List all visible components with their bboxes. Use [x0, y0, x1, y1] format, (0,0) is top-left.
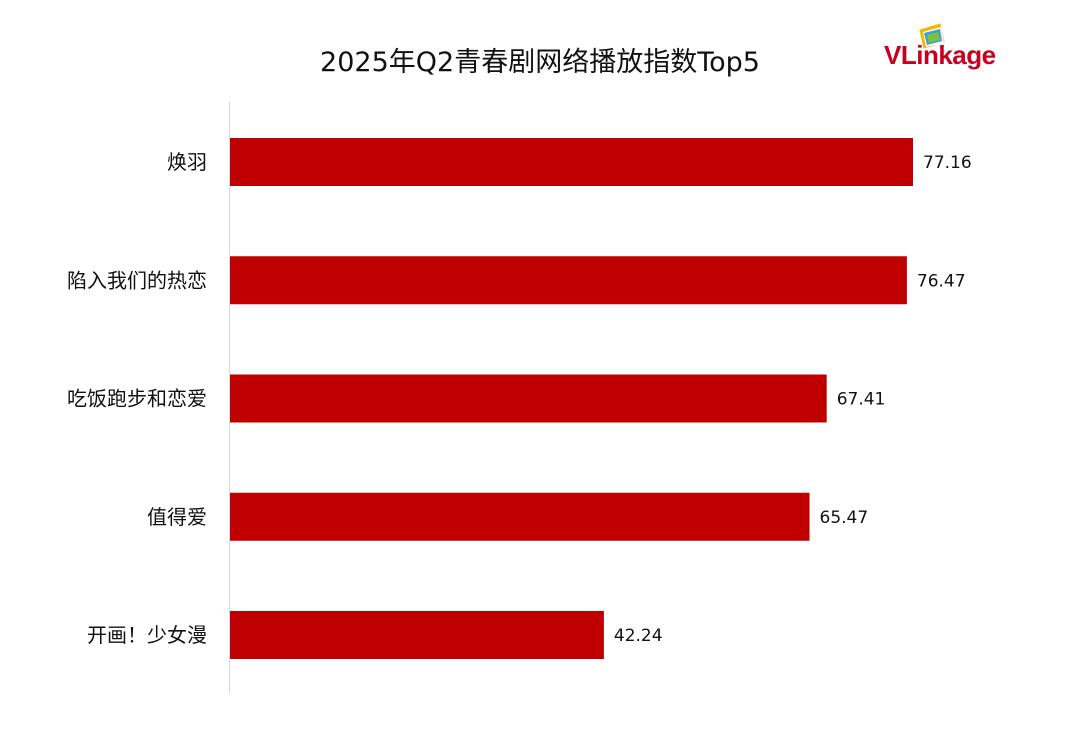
category-label-1: 焕羽	[167, 150, 207, 174]
bar-1	[230, 138, 913, 186]
value-label-1: 77.16	[923, 153, 972, 173]
value-label-3: 67.41	[837, 390, 886, 410]
category-label-5: 开画！少女漫	[87, 623, 207, 647]
bar-3	[230, 374, 827, 423]
value-label-5: 42.24	[614, 626, 663, 646]
vlinkage-logo: VLinkage	[884, 22, 1014, 78]
logo-frames-icon	[919, 23, 945, 49]
value-labels-group: 77.16 76.47 67.41 65.47 42.24	[614, 153, 972, 646]
value-label-4: 65.47	[820, 508, 869, 528]
logo-text: VLinkage	[884, 40, 996, 70]
category-label-4: 值得爱	[147, 505, 207, 529]
value-label-2: 76.47	[917, 271, 966, 291]
bar-2	[230, 256, 907, 305]
category-label-3: 吃饭跑步和恋爱	[67, 387, 207, 411]
category-label-2: 陷入我们的热恋	[67, 268, 207, 292]
bar-5	[230, 611, 604, 659]
bar-4	[230, 492, 810, 541]
chart-title: 2025年Q2青春剧网络播放指数Top5	[320, 47, 760, 78]
bars-group	[230, 138, 913, 659]
